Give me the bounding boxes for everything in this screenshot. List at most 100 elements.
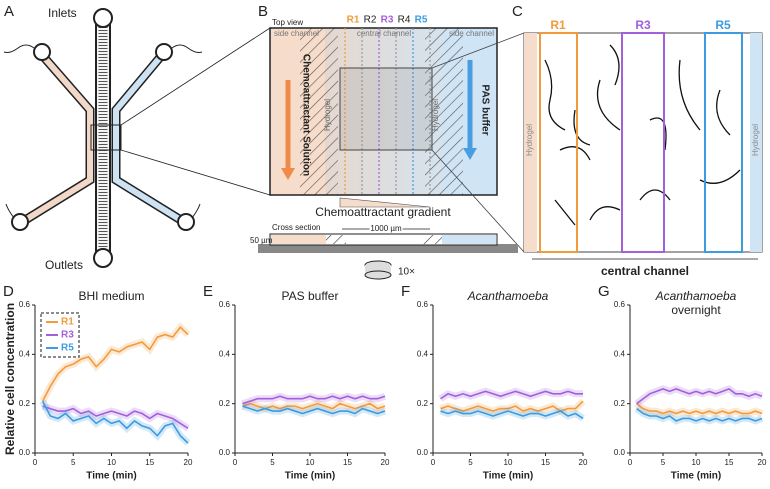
port: [93, 248, 113, 268]
port: [33, 43, 51, 61]
series-line: [636, 407, 763, 422]
y-tick-label: 0.2: [19, 399, 31, 408]
x-tick-label: 10: [692, 458, 701, 467]
series-line: [636, 403, 763, 415]
y-tick-label: 0.0: [417, 448, 429, 457]
x-tick-label: 15: [725, 458, 734, 467]
x-tick-label: 20: [381, 458, 390, 467]
flow-arrow-head: [281, 168, 295, 180]
region-label: R2: [364, 15, 377, 26]
hydrogel-right: [750, 33, 762, 252]
chart-title: Acanthamoeba: [467, 289, 549, 303]
central-channel-label: central channel: [357, 29, 411, 38]
chart-title: BHI medium: [78, 289, 144, 303]
series-line: [41, 326, 189, 402]
y-tick-label: 0.0: [614, 448, 626, 457]
gradient-wedge: [339, 197, 431, 208]
x-tick-label: 0: [628, 458, 633, 467]
region-label: R1: [550, 18, 566, 32]
pas-label: PAS buffer: [479, 85, 490, 136]
port: [155, 43, 173, 61]
height-label: 50 µm: [250, 236, 273, 245]
region-box: [539, 32, 578, 253]
gradient-label: Chemoattractant gradient: [315, 205, 451, 219]
region-box: [704, 32, 743, 253]
region-label: R5: [715, 18, 731, 32]
tubing: [3, 44, 203, 219]
series-line: [242, 405, 386, 415]
panel-c: C R1 R3 R5 Hydrogel Hydrogel central cha…: [512, 3, 763, 278]
series-line: [440, 390, 583, 400]
x-tick-label: 20: [579, 458, 588, 467]
port: [11, 213, 29, 231]
x-tick-label: 10: [504, 458, 513, 467]
side-channel: [113, 53, 186, 225]
cs-side: [442, 235, 496, 244]
x-tick-label: 10: [107, 458, 116, 467]
y-tick-label: 0.6: [19, 300, 31, 309]
x-tick-label: 10: [306, 458, 315, 467]
series-line: [440, 400, 584, 412]
cs-hydrogel: [422, 235, 442, 244]
x-tick-label: 5: [270, 458, 275, 467]
y-tick-label: 0.4: [614, 349, 626, 358]
y-tick-label: 0.4: [417, 349, 429, 358]
hydrogel-label: Hydrogel: [525, 124, 534, 156]
series-line: [42, 405, 189, 430]
series-line: [440, 410, 584, 420]
hydrogel-label: Hydrogel: [431, 99, 440, 131]
legend-label: R3: [61, 330, 74, 341]
x-axis-label: Time (min): [86, 471, 136, 482]
region-box: [621, 32, 665, 253]
y-tick-label: 0.6: [614, 300, 626, 309]
hydrogel-left: [524, 33, 537, 252]
panel-letter: D: [3, 283, 14, 300]
y-axis-label: Relative cell concentration: [3, 303, 17, 455]
chart-subtitle: overnight: [671, 303, 721, 317]
y-tick-label: 0.2: [417, 399, 429, 408]
panel-letter: E: [203, 283, 213, 300]
zoom-line: [120, 149, 271, 196]
legend-box: [40, 312, 80, 358]
x-tick-label: 5: [661, 458, 666, 467]
channel-outline: [269, 27, 498, 196]
port: [93, 8, 113, 28]
x-tick-label: 20: [184, 458, 193, 467]
y-tick-label: 0.2: [614, 399, 626, 408]
width-label: 1000 µm: [370, 224, 402, 233]
chart-title: PAS buffer: [282, 289, 339, 303]
outlets-label: Outlets: [45, 258, 83, 272]
y-tick-label: 0.2: [219, 399, 231, 408]
panel-letter: B: [258, 3, 268, 20]
series-line: [636, 387, 763, 405]
panel-b: B Top view R1 R2 R3 R4 R5 side channel c…: [250, 3, 525, 280]
panel-letter: F: [401, 283, 410, 300]
y-tick-label: 0.4: [19, 349, 31, 358]
region-label: R3: [381, 15, 394, 26]
inlets-label: Inlets: [48, 6, 77, 20]
side-channel: [19, 52, 95, 226]
side-channel-label: side channel: [274, 29, 319, 38]
side-channel: [20, 53, 93, 225]
y-tick-label: 0.6: [417, 300, 429, 309]
region-label: R3: [635, 18, 651, 32]
x-tick-label: 5: [71, 458, 76, 467]
hydrogel: [300, 28, 338, 195]
zoom-line: [431, 149, 525, 253]
hydrogel-label: Hydrogel: [323, 99, 332, 131]
side-channel-label: side channel: [449, 29, 494, 38]
x-tick-label: 15: [541, 458, 550, 467]
x-axis-label: Time (min): [671, 471, 721, 482]
objective: [365, 265, 391, 275]
region-label: R1: [347, 15, 360, 26]
cross-section: [269, 233, 498, 246]
central-channel: [325, 28, 443, 195]
image-frame: [523, 32, 763, 253]
y-tick-label: 0.4: [219, 349, 231, 358]
legend-label: R5: [61, 343, 74, 354]
flow-arrow-head: [463, 148, 477, 160]
x-tick-label: 0: [431, 458, 436, 467]
y-tick-label: 0.6: [219, 300, 231, 309]
panel-letter: G: [598, 283, 610, 300]
